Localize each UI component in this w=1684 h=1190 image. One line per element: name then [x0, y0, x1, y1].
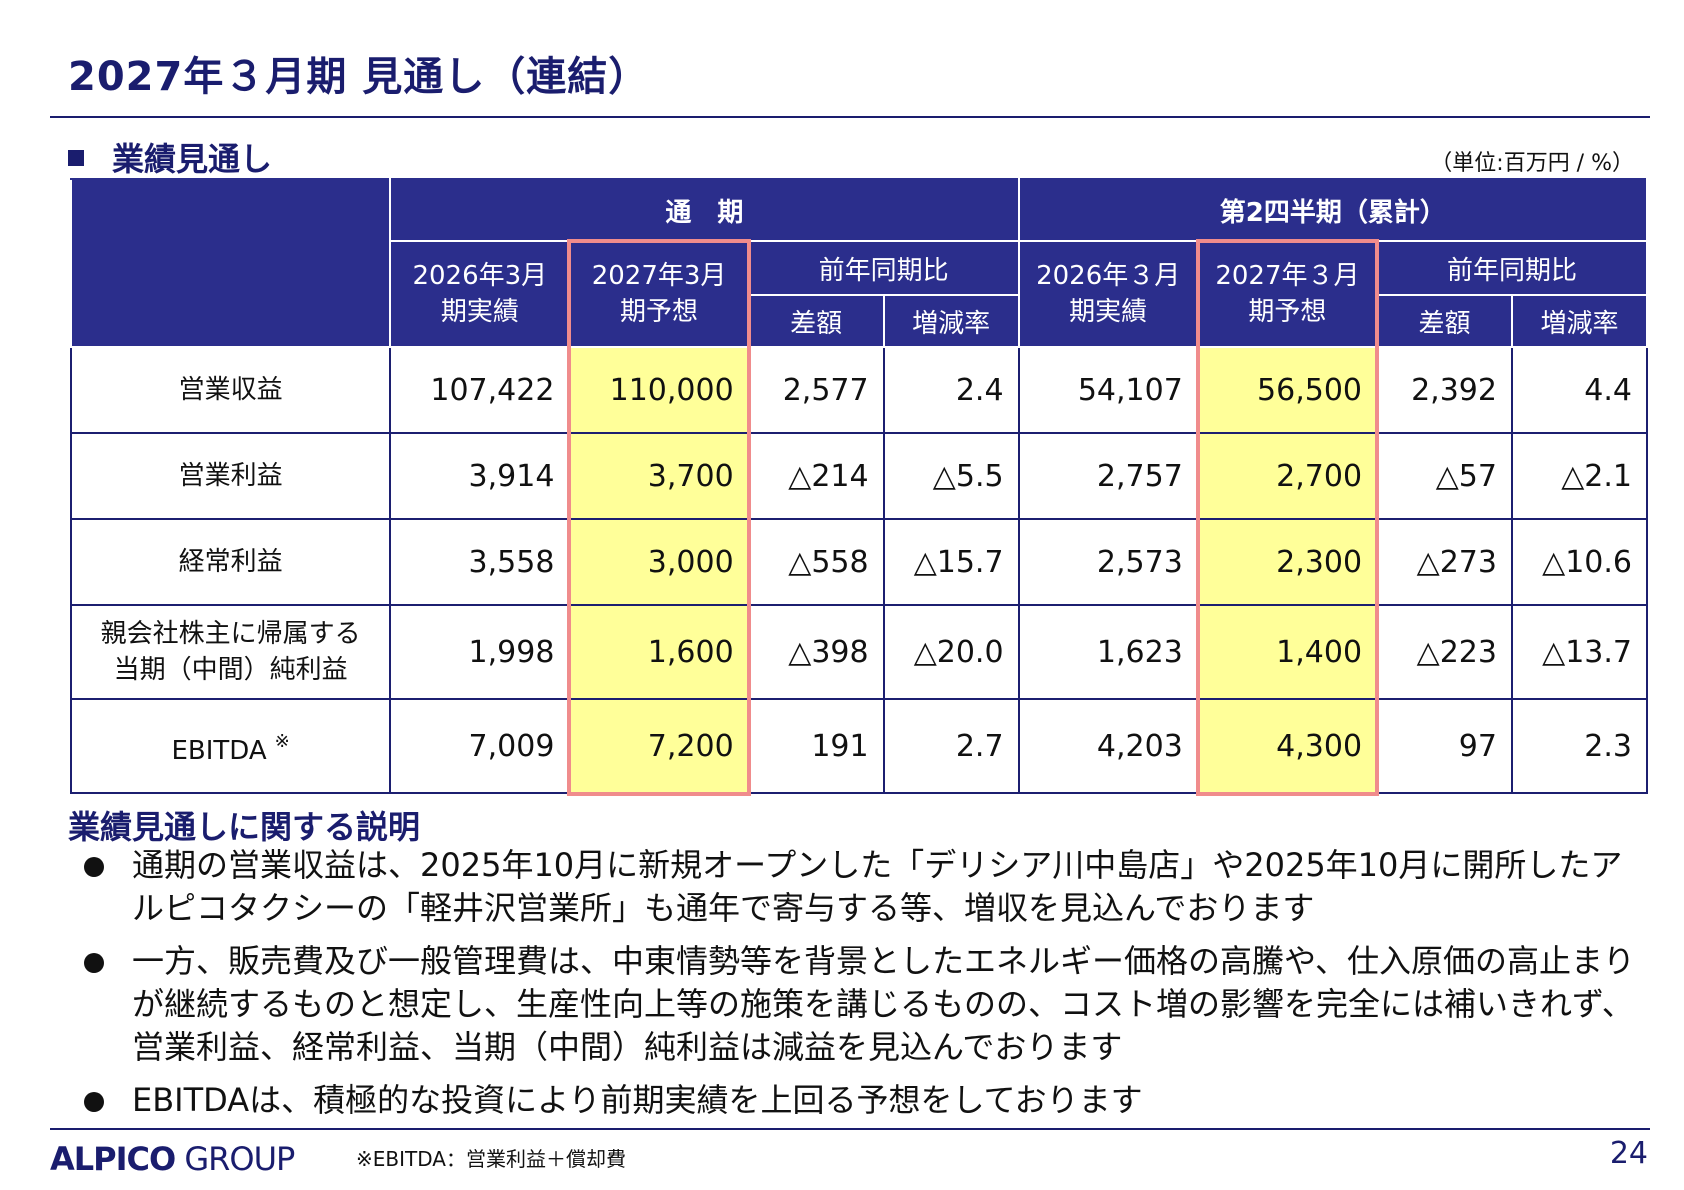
table-cell: △57 — [1376, 432, 1513, 520]
footer-divider — [50, 1128, 1650, 1130]
table-cell: 3,000 — [568, 518, 750, 606]
corner-header-cell — [69, 178, 392, 348]
table-cell: 2,700 — [1196, 432, 1379, 520]
table-cell: △214 — [747, 432, 885, 520]
table-cell: △10.6 — [1510, 518, 1649, 606]
footnote-mark: ※ — [274, 730, 290, 752]
table-cell: △20.0 — [882, 604, 1020, 700]
table-cell: 2.4 — [882, 346, 1020, 434]
bullet-dot-icon — [84, 1092, 104, 1112]
explanation-heading: 業績見通しに関する説明 — [68, 808, 421, 846]
table-cell: 4,203 — [1017, 698, 1199, 794]
section-heading: 業績見通し — [68, 134, 272, 180]
table-cell: 1,998 — [389, 604, 571, 700]
table-cell: 107,422 — [389, 346, 571, 434]
table-cell: 3,914 — [389, 432, 571, 520]
bullet-dot-icon — [84, 857, 104, 877]
table-row: 営業利益 3,914 3,700 △214 △5.5 2,757 2,700 △… — [69, 432, 1649, 520]
table-cell: △223 — [1376, 604, 1513, 700]
section-heading-text: 業績見通し — [112, 140, 273, 178]
table-cell: △273 — [1376, 518, 1513, 606]
table-cell: 7,009 — [389, 698, 571, 794]
page-number: 24 — [1609, 1136, 1648, 1171]
table-cell: 3,558 — [389, 518, 571, 606]
table-cell: 110,000 — [568, 346, 750, 434]
col-header-h1-diff: 差額 — [1376, 294, 1513, 348]
unit-note: （単位:百万円 / %） — [1430, 151, 1634, 176]
square-bullet-icon — [68, 150, 84, 166]
table-cell: 2,392 — [1376, 346, 1513, 434]
col-header-prev-actual: 2026年3月 期実績 — [389, 240, 571, 348]
table-cell: △558 — [747, 518, 885, 606]
table-cell: 1,400 — [1196, 604, 1379, 700]
title-divider — [50, 116, 1650, 118]
col-header-diff: 差額 — [747, 294, 885, 348]
table-cell: 2.3 — [1510, 698, 1649, 794]
list-item: 一方、販売費及び一般管理費は、中東情勢等を背景としたエネルギー価格の高騰や、仕入… — [84, 940, 1644, 1069]
group-header-h1: 第2四半期（累計） — [1017, 178, 1649, 242]
col-header-h1-prev-actual: 2026年３月 期実績 — [1017, 240, 1199, 348]
table-cell: 2,757 — [1017, 432, 1199, 520]
col-header-rate: 増減率 — [882, 294, 1020, 348]
explanation-list: 通期の営業収益は、2025年10月に新規オープンした「デリシア川中島店」や202… — [84, 844, 1644, 1132]
table-cell: △2.1 — [1510, 432, 1649, 520]
table-row: EBITDA ※ 7,009 7,200 191 2.7 4,203 4,300 … — [69, 698, 1649, 794]
table-cell: 3,700 — [568, 432, 750, 520]
table-cell: 191 — [747, 698, 885, 794]
col-header-forecast: 2027年3月 期予想 — [568, 240, 750, 348]
table-row: 営業収益 107,422 110,000 2,577 2.4 54,107 56… — [69, 346, 1649, 434]
bullet-dot-icon — [84, 953, 104, 973]
table-cell: 54,107 — [1017, 346, 1199, 434]
table-cell: 2,300 — [1196, 518, 1379, 606]
table-cell: 1,623 — [1017, 604, 1199, 700]
group-header-full-year: 通 期 — [389, 178, 1020, 242]
table-cell: 56,500 — [1196, 346, 1379, 434]
col-header-yoy: 前年同期比 — [747, 240, 1020, 296]
row-label: 経常利益 — [69, 518, 392, 606]
table-cell: 97 — [1376, 698, 1513, 794]
table-cell: 2,573 — [1017, 518, 1199, 606]
table-cell: 4,300 — [1196, 698, 1379, 794]
table-cell: △5.5 — [882, 432, 1020, 520]
table-cell: 4.4 — [1510, 346, 1649, 434]
row-label: 営業利益 — [69, 432, 392, 520]
table-cell: 2.7 — [882, 698, 1020, 794]
list-item: 通期の営業収益は、2025年10月に新規オープンした「デリシア川中島店」や202… — [84, 844, 1644, 930]
table-cell: △13.7 — [1510, 604, 1649, 700]
table-row: 経常利益 3,558 3,000 △558 △15.7 2,573 2,300 … — [69, 518, 1649, 606]
footnote: ※EBITDA：営業利益＋償却費 — [356, 1147, 626, 1171]
table-cell: △398 — [747, 604, 885, 700]
table-cell: 7,200 — [568, 698, 750, 794]
table-row: 親会社株主に帰属する 当期（中間）純利益 1,998 1,600 △398 △20… — [69, 604, 1649, 700]
row-label: 営業収益 — [69, 346, 392, 434]
alpico-group-logo: ALPICO GROUP — [50, 1140, 295, 1178]
table-cell: 1,600 — [568, 604, 750, 700]
row-label: EBITDA ※ — [69, 698, 392, 794]
forecast-table: 通 期 第2四半期（累計） 2026年3月 期実績 2027年3月 期予想 前年同期… — [69, 178, 1649, 794]
table-cell: △15.7 — [882, 518, 1020, 606]
col-header-h1-rate: 増減率 — [1510, 294, 1649, 348]
page-title: 2027年３月期 見通し（連結） — [68, 54, 650, 100]
col-header-h1-forecast: 2027年３月 期予想 — [1196, 240, 1379, 348]
list-item: EBITDAは、積極的な投資により前期実績を上回る予想をしております — [84, 1079, 1644, 1122]
row-label: 親会社株主に帰属する 当期（中間）純利益 — [69, 604, 392, 700]
col-header-h1-yoy: 前年同期比 — [1376, 240, 1648, 296]
table-cell: 2,577 — [747, 346, 885, 434]
